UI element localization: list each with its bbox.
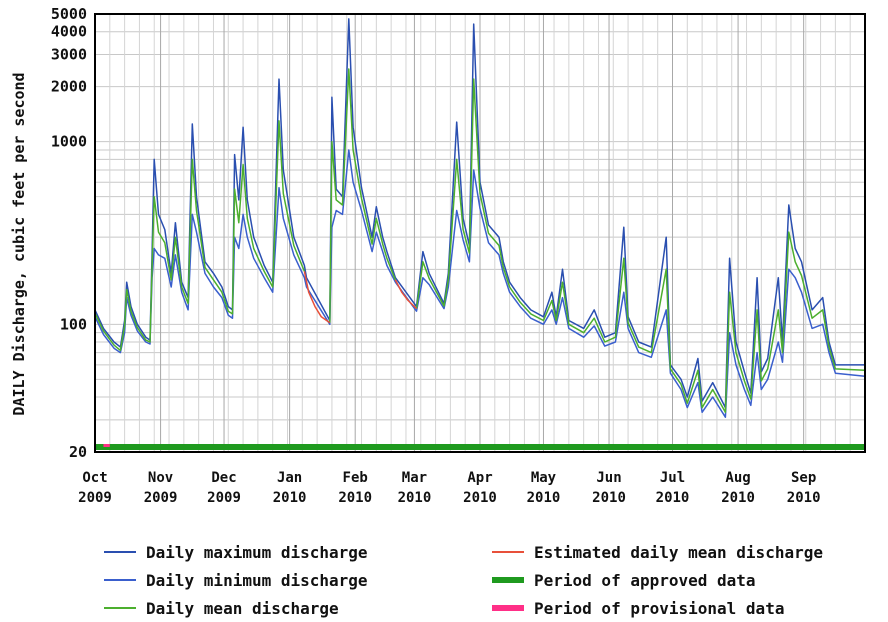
estimated-daily-mean-discharge-line <box>394 279 418 310</box>
x-tick-label: Apr 2010 <box>463 470 497 506</box>
x-tick-label: Oct 2009 <box>78 470 112 506</box>
x-tick-label: Jul 2010 <box>656 470 690 506</box>
x-tick-label: Nov 2009 <box>144 470 178 506</box>
y-tick-label: 2000 <box>51 78 87 96</box>
daily-mean-discharge-line <box>329 68 397 323</box>
legend-label: Daily mean discharge <box>146 598 339 618</box>
legend-item: Period of approved data <box>492 566 756 594</box>
y-tick-label: 3000 <box>51 46 87 64</box>
y-tick-label: 100 <box>60 315 87 333</box>
legend-line-swatch <box>492 551 524 553</box>
x-tick-label: Dec 2009 <box>207 470 241 506</box>
legend-item: Daily mean discharge <box>104 594 339 622</box>
y-axis-label: DAILY Discharge, cubic feet per second <box>10 72 28 415</box>
y-tick-label: 1000 <box>51 133 87 151</box>
y-tick-label: 20 <box>69 443 87 461</box>
legend-label: Period of provisional data <box>534 598 785 618</box>
approved-period-band <box>95 444 865 450</box>
daily-mean-discharge-line <box>94 120 306 352</box>
series-lines <box>94 18 866 418</box>
legend-item: Daily minimum discharge <box>104 566 368 594</box>
data-period-bands <box>95 444 865 450</box>
x-axis-ticks: Oct 2009 Nov 2009 Dec 2009 Jan 2010 Feb 2010 Mar 20… <box>78 470 820 506</box>
plot-frame <box>94 13 866 453</box>
grid-lines <box>94 13 865 452</box>
x-tick-label: Feb 2010 <box>338 470 372 506</box>
legend-label: Estimated daily mean discharge <box>534 542 823 562</box>
x-tick-label: Sep 2010 <box>787 470 821 506</box>
legend-item: Daily maximum discharge <box>104 538 368 566</box>
legend-line-swatch <box>104 607 136 609</box>
x-tick-label: Jun 2010 <box>592 470 626 506</box>
legend-item: Period of provisional data <box>492 594 784 622</box>
legend-label: Daily maximum discharge <box>146 542 368 562</box>
daily-mean-discharge-line <box>415 78 866 414</box>
x-tick-label: May 2010 <box>527 470 561 506</box>
legend-line-swatch <box>104 551 136 553</box>
legend-label: Daily minimum discharge <box>146 570 368 590</box>
y-tick-label: 4000 <box>51 23 87 41</box>
x-tick-label: Jan 2010 <box>273 470 307 506</box>
daily-minimum-discharge-line <box>94 149 866 418</box>
legend-line-swatch <box>104 579 136 581</box>
legend-bar-swatch <box>492 577 524 583</box>
legend: Daily maximum discharge Estimated daily m… <box>104 538 884 622</box>
estimated-daily-mean-discharge-line <box>303 271 331 324</box>
y-tick-label: 5000 <box>51 5 87 23</box>
legend-bar-swatch <box>492 605 524 611</box>
x-tick-label: Aug 2010 <box>721 470 755 506</box>
legend-label: Period of approved data <box>534 570 756 590</box>
x-tick-label: Mar 2010 <box>398 470 432 506</box>
legend-item: Estimated daily mean discharge <box>492 538 823 566</box>
provisional-period-band <box>103 444 110 447</box>
